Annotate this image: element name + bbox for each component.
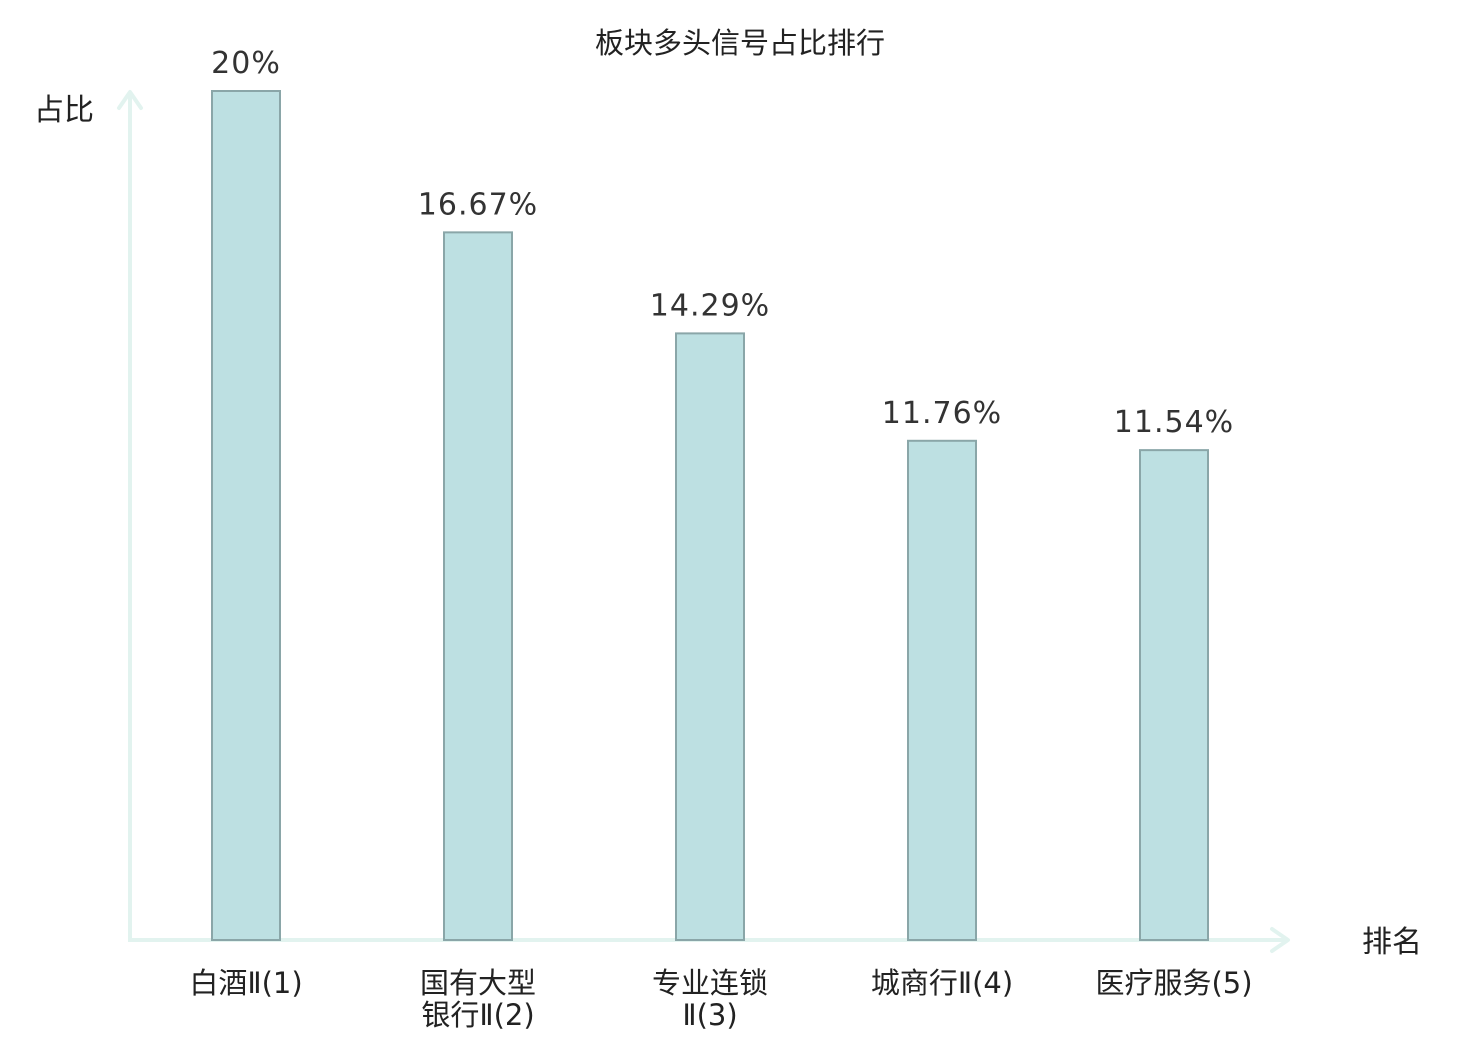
category-label-3-line-2: Ⅱ(3) [682, 998, 737, 1032]
bar-3 [675, 332, 745, 941]
value-label-5: 11.54% [1114, 405, 1234, 440]
value-label-1: 20% [211, 46, 281, 81]
category-label-5: 医疗服务(5) [1095, 966, 1252, 1000]
chart-title: 板块多头信号占比排行 [595, 26, 885, 60]
x-axis-label: 排名 [1362, 925, 1422, 960]
value-labels: 20% 16.67% 14.29% 11.76% 11.54% [211, 46, 1234, 440]
category-label-3-line-1: 专业连锁 [652, 966, 768, 1000]
value-label-3: 14.29% [650, 288, 770, 323]
bar-2 [443, 231, 513, 941]
x-axis: 排名 [128, 925, 1422, 960]
bar-4 [907, 439, 977, 941]
bar-series [211, 90, 1209, 941]
bar-5 [1139, 449, 1209, 941]
value-label-4: 11.76% [882, 396, 1002, 431]
bar-1 [211, 90, 281, 941]
category-label-1: 白酒Ⅱ(1) [189, 966, 302, 1000]
category-label-2-line-2: 银行Ⅱ(2) [421, 998, 534, 1032]
x-axis-arrow-icon [1270, 927, 1290, 953]
category-label-2-line-1: 国有大型 [420, 966, 536, 1000]
y-axis-label: 占比 [34, 93, 94, 128]
value-label-2: 16.67% [418, 187, 538, 222]
y-axis-arrow-icon [117, 90, 143, 110]
y-axis: 占比 [34, 90, 143, 940]
category-label-4: 城商行Ⅱ(4) [871, 966, 1013, 1000]
